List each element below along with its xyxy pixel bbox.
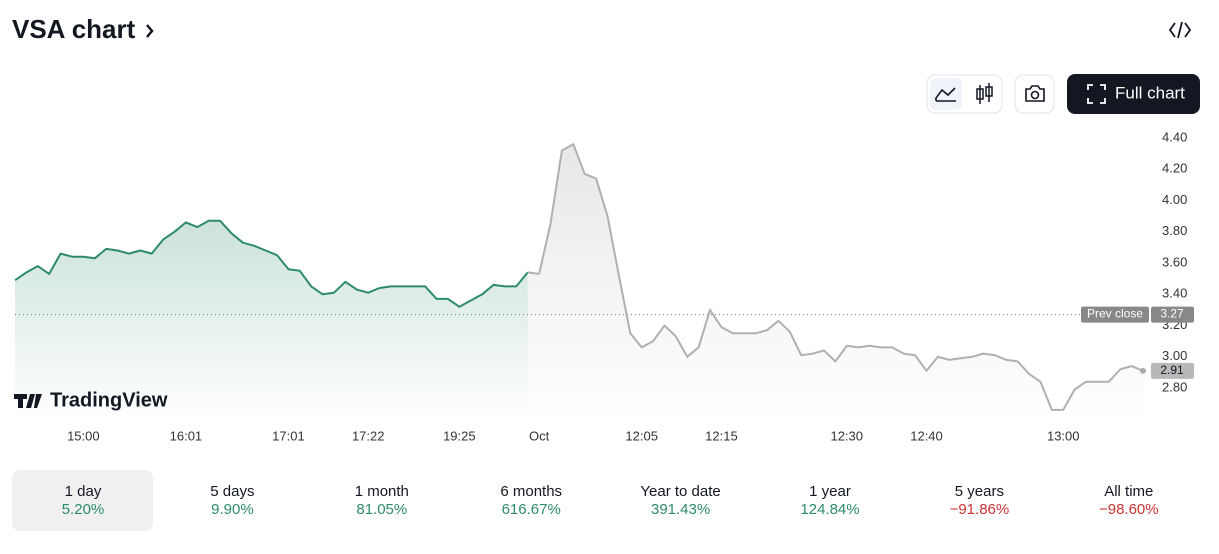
period-change: 124.84% bbox=[800, 501, 859, 518]
connector bbox=[527, 271, 540, 275]
period-change: −98.60% bbox=[1099, 501, 1159, 518]
x-tick-label: Oct bbox=[529, 428, 550, 443]
x-tick-label: 17:01 bbox=[272, 428, 305, 443]
period-change: 81.05% bbox=[356, 501, 407, 518]
x-tick-label: 19:25 bbox=[443, 428, 476, 443]
area bbox=[527, 144, 1143, 420]
period-change: 5.20% bbox=[62, 501, 105, 518]
period-label[interactable]: 1 year bbox=[809, 483, 851, 500]
last-point bbox=[1140, 367, 1146, 374]
y-tick-label: 3.60 bbox=[1162, 254, 1187, 269]
y-tick-label: 3.00 bbox=[1162, 348, 1187, 363]
last-value-box bbox=[1151, 362, 1194, 379]
y-tick-label: 3.40 bbox=[1162, 286, 1187, 301]
y-tick-label: 2.80 bbox=[1162, 379, 1187, 394]
period-change: −91.86% bbox=[950, 501, 1010, 518]
period-label[interactable]: 5 years bbox=[955, 483, 1004, 500]
prev-close-box bbox=[1081, 306, 1149, 323]
period-label[interactable]: 1 day bbox=[65, 483, 102, 500]
period-change: 391.43% bbox=[651, 501, 710, 518]
period-label[interactable]: 6 months bbox=[500, 483, 562, 500]
brand: TradingView bbox=[50, 389, 168, 411]
x-tick-label: 12:15 bbox=[705, 428, 738, 443]
camera-lens bbox=[1030, 90, 1040, 100]
prev-close-value-box bbox=[1151, 306, 1194, 323]
last-value-label: 2.91 bbox=[1160, 363, 1184, 377]
x-tick-label: 12:30 bbox=[830, 428, 863, 443]
period-change: 9.90% bbox=[211, 501, 254, 518]
tradingview-logo bbox=[14, 394, 42, 408]
period-label[interactable]: 1 month bbox=[355, 483, 409, 500]
line bbox=[14, 219, 529, 308]
x-tick-label: 15:00 bbox=[67, 428, 100, 443]
x-tick-label: 17:22 bbox=[352, 428, 385, 443]
fullscreen-icon bbox=[1087, 84, 1106, 104]
period-label[interactable]: 5 days bbox=[210, 483, 254, 500]
chart: 2.803.003.203.403.603.804.004.204.4015:0… bbox=[14, 129, 1194, 443]
x-tick-label: 12:40 bbox=[910, 428, 943, 443]
y-tick-label: 3.80 bbox=[1162, 223, 1187, 238]
y-tick-label: 4.20 bbox=[1162, 161, 1187, 176]
chevron-icon[interactable] bbox=[146, 24, 154, 38]
full-chart-label[interactable]: Full chart bbox=[1115, 83, 1185, 102]
period-label[interactable]: Year to date bbox=[640, 483, 720, 500]
x-tick-label: 13:00 bbox=[1047, 428, 1080, 443]
y-tick-label: 4.00 bbox=[1162, 192, 1187, 207]
x-tick-label: 16:01 bbox=[170, 428, 203, 443]
prev-close-label: Prev close bbox=[1087, 307, 1143, 321]
full-chart-button[interactable] bbox=[1067, 74, 1200, 114]
period-label[interactable]: All time bbox=[1104, 483, 1153, 500]
line-icon bbox=[935, 87, 956, 102]
area bbox=[15, 220, 528, 420]
candle-icon[interactable] bbox=[976, 83, 993, 104]
period-selected bbox=[12, 470, 153, 531]
y-tick-label: 4.40 bbox=[1162, 129, 1187, 144]
title[interactable]: VSA chart bbox=[12, 14, 136, 44]
line bbox=[538, 143, 1144, 411]
camera-icon bbox=[1025, 85, 1045, 102]
embed-icon[interactable] bbox=[1168, 21, 1192, 39]
prev-close-value: 3.27 bbox=[1160, 307, 1184, 321]
snapshot-button[interactable] bbox=[1014, 74, 1055, 114]
x-tick-label: 12:05 bbox=[625, 428, 658, 443]
period-change: 616.67% bbox=[502, 501, 561, 518]
